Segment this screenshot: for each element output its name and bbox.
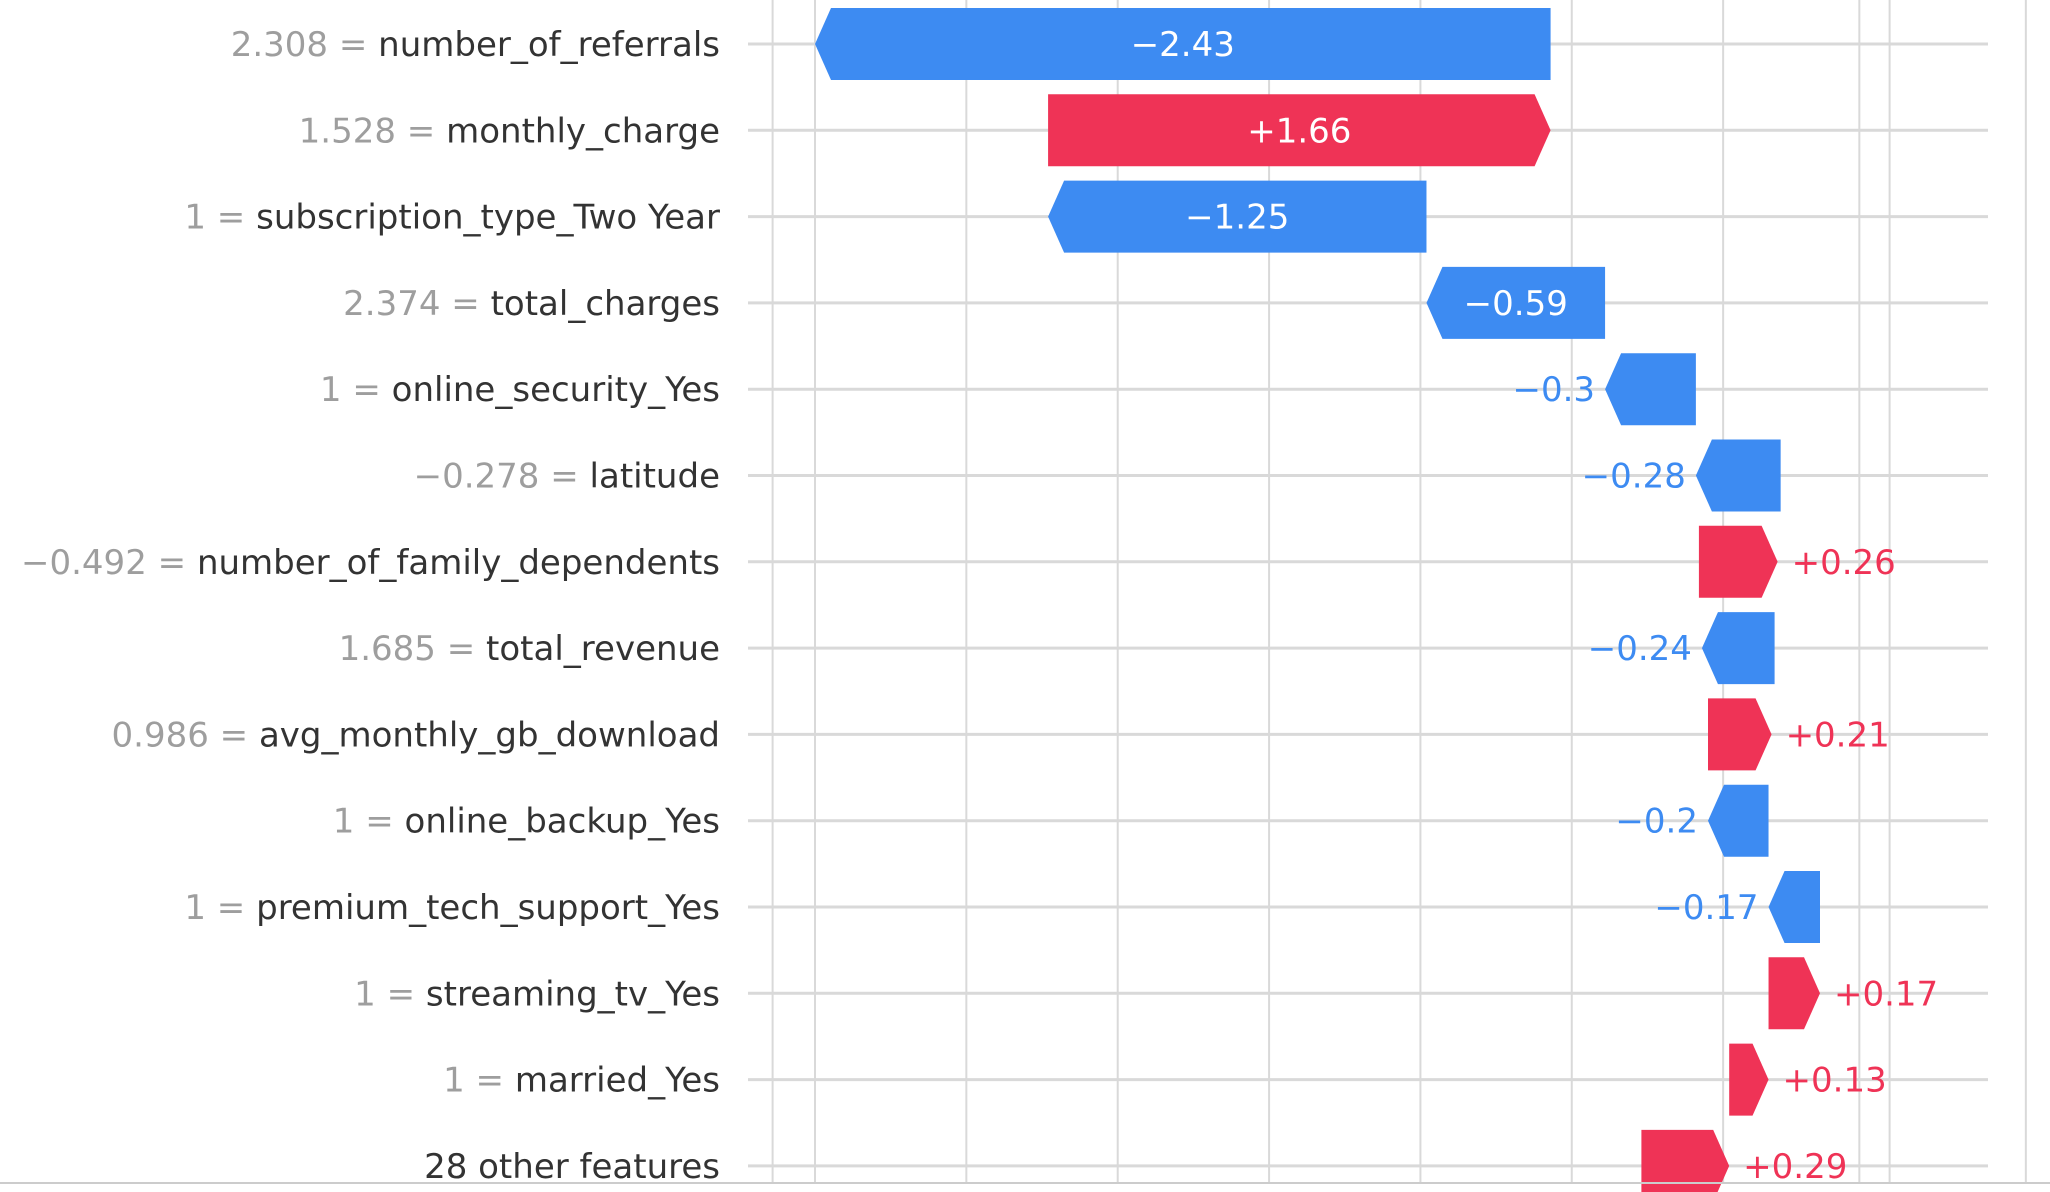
bar-value-label: −0.24 xyxy=(1588,629,1692,669)
feature-label: 1 = premium_tech_support_Yes xyxy=(184,888,720,928)
feature-label: −0.278 = latitude xyxy=(414,457,720,497)
feature-value: 1 xyxy=(333,802,355,842)
feature-equals: = xyxy=(465,1061,515,1101)
bar-value-label: −0.59 xyxy=(1464,284,1568,324)
feature-label: 28 other features xyxy=(424,1147,720,1187)
feature-value: 1 xyxy=(184,888,206,928)
bar-value-label: +0.21 xyxy=(1786,715,1890,755)
feature-value: 1.528 xyxy=(299,111,396,151)
bar-value-label: −2.43 xyxy=(1131,25,1235,65)
bar-positive xyxy=(1048,94,1551,167)
feature-value: 0.986 xyxy=(112,715,209,755)
feature-label: 1.685 = total_revenue xyxy=(339,629,720,669)
feature-name: married_Yes xyxy=(515,1061,720,1101)
feature-label: 1 = married_Yes xyxy=(443,1061,720,1101)
bars-layer: −2.43 +1.66 −1.25 −0.59 −0.3 −0.28 +0.26 −0.24 +… xyxy=(815,8,1938,1192)
feature-name: total_revenue xyxy=(486,629,720,669)
feature-value: 1.685 xyxy=(339,629,436,669)
feature-name: streaming_tv_Yes xyxy=(426,974,720,1014)
bar-positive xyxy=(1768,957,1820,1030)
feature-label: 2.374 = total_charges xyxy=(343,284,720,324)
bar-positive xyxy=(1698,525,1778,598)
bar-value-label: −1.25 xyxy=(1185,198,1289,238)
feature-equals: = xyxy=(147,543,197,583)
feature-value: 1 xyxy=(320,370,342,410)
bar-negative xyxy=(1768,871,1820,943)
feature-name: online_backup_Yes xyxy=(405,802,720,842)
bar-value-label: −0.17 xyxy=(1654,888,1758,928)
bar-value-label: +1.66 xyxy=(1247,111,1351,151)
feature-value: 1 xyxy=(184,198,206,238)
feature-label: 2.308 = number_of_referrals xyxy=(231,25,720,65)
feature-labels-layer: 2.308 = number_of_referrals 1.528 = month… xyxy=(21,25,720,1187)
feature-value: 2.308 xyxy=(231,25,328,65)
feature-name: subscription_type_Two Year xyxy=(256,198,720,238)
feature-equals: = xyxy=(342,370,392,410)
feature-label: 1.528 = monthly_charge xyxy=(299,111,720,151)
feature-equals: = xyxy=(328,25,378,65)
feature-equals: = xyxy=(206,198,256,238)
feature-name: online_security_Yes xyxy=(392,370,720,410)
feature-equals: = xyxy=(440,284,490,324)
bar-value-label: +0.13 xyxy=(1783,1061,1887,1101)
bar-positive xyxy=(1707,698,1772,771)
bar-negative xyxy=(1701,612,1775,685)
feature-name: number_of_family_dependents xyxy=(197,543,720,583)
feature-name: avg_monthly_gb_download xyxy=(259,715,720,755)
feature-equals: = xyxy=(396,111,446,151)
feature-label: 1 = subscription_type_Two Year xyxy=(184,198,720,238)
bar-value-label: −0.3 xyxy=(1513,370,1596,410)
bar-negative xyxy=(1426,266,1606,339)
feature-name: latitude xyxy=(590,457,720,497)
feature-value: −0.492 xyxy=(21,543,147,583)
feature-name: 28 other features xyxy=(424,1147,720,1187)
bar-value-label: +0.26 xyxy=(1792,543,1896,583)
feature-label: 0.986 = avg_monthly_gb_download xyxy=(112,715,720,755)
feature-name: monthly_charge xyxy=(446,111,720,151)
bar-positive xyxy=(1729,1043,1769,1116)
feature-value: 2.374 xyxy=(343,284,440,324)
feature-label: 1 = streaming_tv_Yes xyxy=(354,974,720,1014)
bar-value-label: +0.29 xyxy=(1743,1147,1847,1187)
feature-equals: = xyxy=(354,802,404,842)
bar-value-label: −0.2 xyxy=(1615,802,1698,842)
bar-negative xyxy=(1605,353,1696,426)
bar-positive xyxy=(1641,1129,1730,1192)
feature-value: 1 xyxy=(354,974,376,1014)
feature-label: 1 = online_security_Yes xyxy=(320,370,720,410)
feature-equals: = xyxy=(206,888,256,928)
bar-value-label: −0.28 xyxy=(1582,457,1686,497)
bar-negative xyxy=(1707,784,1769,857)
bar-negative xyxy=(815,8,1551,80)
feature-value: 1 xyxy=(443,1061,465,1101)
feature-name: number_of_referrals xyxy=(378,25,720,65)
feature-label: −0.492 = number_of_family_dependents xyxy=(21,543,720,583)
feature-label: 1 = online_backup_Yes xyxy=(333,802,720,842)
feature-name: total_charges xyxy=(491,284,720,324)
feature-equals: = xyxy=(376,974,426,1014)
bar-negative xyxy=(1695,439,1781,512)
feature-value: −0.278 xyxy=(414,457,540,497)
feature-equals: = xyxy=(539,457,589,497)
bar-negative xyxy=(1048,180,1427,253)
feature-equals: = xyxy=(209,715,259,755)
feature-equals: = xyxy=(436,629,486,669)
bar-value-label: +0.17 xyxy=(1834,974,1938,1014)
feature-name: premium_tech_support_Yes xyxy=(256,888,720,928)
